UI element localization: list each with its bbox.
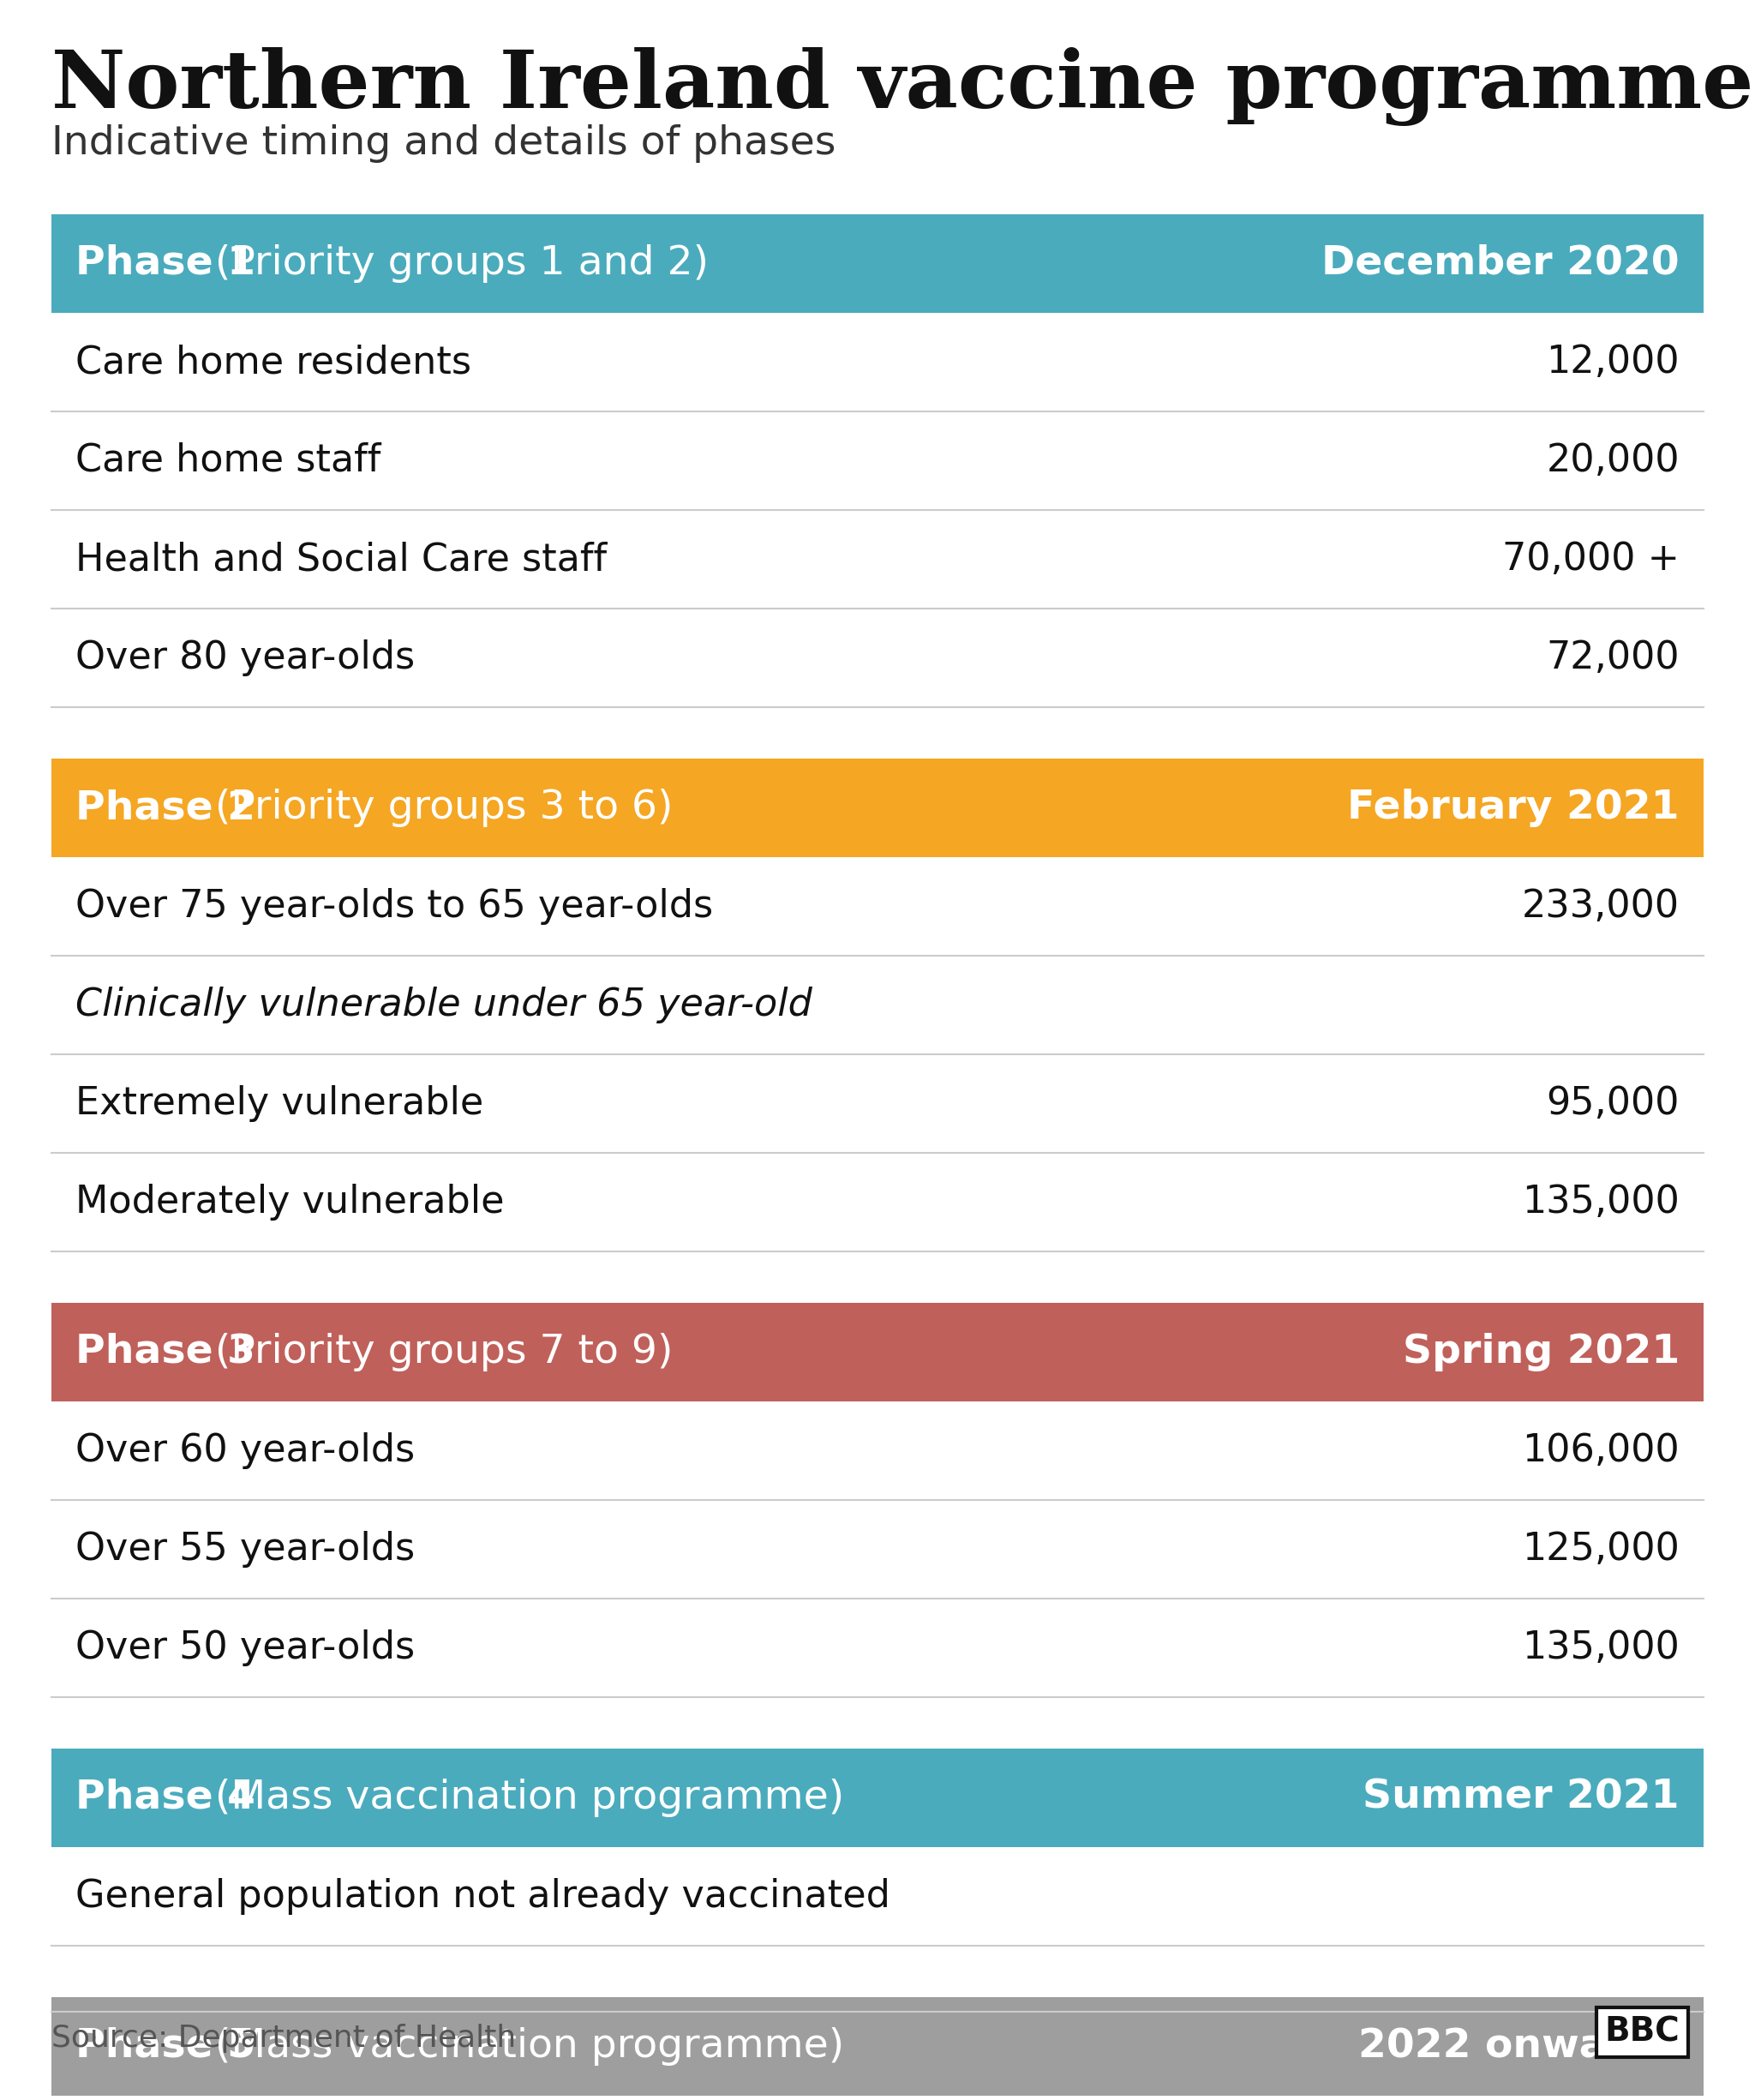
Text: December 2020: December 2020: [1322, 244, 1680, 284]
Text: General population not already vaccinated: General population not already vaccinate…: [75, 1877, 890, 1915]
Text: Moderately vulnerable: Moderately vulnerable: [75, 1184, 504, 1220]
Text: Over 80 year-olds: Over 80 year-olds: [75, 638, 414, 676]
Text: 95,000: 95,000: [1546, 1086, 1680, 1121]
Text: Care home residents: Care home residents: [75, 344, 472, 380]
Text: February 2021: February 2021: [1348, 790, 1680, 827]
Text: Phase 5: Phase 5: [75, 2026, 256, 2066]
Text: (Mass vaccination programme): (Mass vaccination programme): [202, 1779, 844, 1816]
Text: 233,000: 233,000: [1522, 888, 1680, 924]
Text: Clinically vulnerable under 65 year-old: Clinically vulnerable under 65 year-old: [75, 987, 813, 1023]
Text: Phase 1: Phase 1: [75, 244, 256, 284]
Text: 106,000: 106,000: [1522, 1432, 1680, 1470]
Text: Extremely vulnerable: Extremely vulnerable: [75, 1086, 484, 1121]
Text: (Priority groups 7 to 9): (Priority groups 7 to 9): [202, 1334, 672, 1371]
Text: Health and Social Care staff: Health and Social Care staff: [75, 542, 607, 578]
Text: Phase 4: Phase 4: [75, 1779, 256, 1816]
Text: Over 60 year-olds: Over 60 year-olds: [75, 1432, 414, 1470]
Text: (Priority groups 3 to 6): (Priority groups 3 to 6): [202, 790, 672, 827]
Text: BBC: BBC: [1604, 2016, 1680, 2050]
Text: Phase 3: Phase 3: [75, 1334, 254, 1371]
Text: Care home staff: Care home staff: [75, 443, 381, 479]
Text: (Priority groups 1 and 2): (Priority groups 1 and 2): [202, 244, 709, 284]
Text: 70,000 +: 70,000 +: [1502, 542, 1680, 578]
Bar: [51, 1749, 1704, 1848]
Bar: [51, 1302, 1704, 1401]
Text: 12,000: 12,000: [1546, 344, 1680, 380]
Text: Indicative timing and details of phases: Indicative timing and details of phases: [51, 124, 835, 164]
Text: Over 50 year-olds: Over 50 year-olds: [75, 1630, 414, 1665]
Text: 135,000: 135,000: [1522, 1184, 1680, 1220]
Text: Phase 2: Phase 2: [75, 790, 256, 827]
Bar: [51, 214, 1704, 313]
Text: Over 55 year-olds: Over 55 year-olds: [75, 1531, 414, 1569]
Text: 125,000: 125,000: [1522, 1531, 1680, 1569]
Text: (Mass vaccination programme): (Mass vaccination programme): [202, 2026, 844, 2066]
Text: 72,000: 72,000: [1546, 638, 1680, 676]
Text: Northern Ireland vaccine programme: Northern Ireland vaccine programme: [51, 46, 1753, 126]
Text: Source: Department of Health: Source: Department of Health: [51, 2024, 516, 2054]
Text: Summer 2021: Summer 2021: [1364, 1779, 1680, 1816]
Bar: [51, 1997, 1704, 2096]
Text: Over 75 year-olds to 65 year-olds: Over 75 year-olds to 65 year-olds: [75, 888, 713, 924]
Text: 20,000: 20,000: [1546, 443, 1680, 479]
Text: Spring 2021: Spring 2021: [1402, 1334, 1680, 1371]
Bar: [51, 758, 1704, 857]
Text: 2022 onwards: 2022 onwards: [1358, 2026, 1680, 2066]
Text: 135,000: 135,000: [1522, 1630, 1680, 1665]
